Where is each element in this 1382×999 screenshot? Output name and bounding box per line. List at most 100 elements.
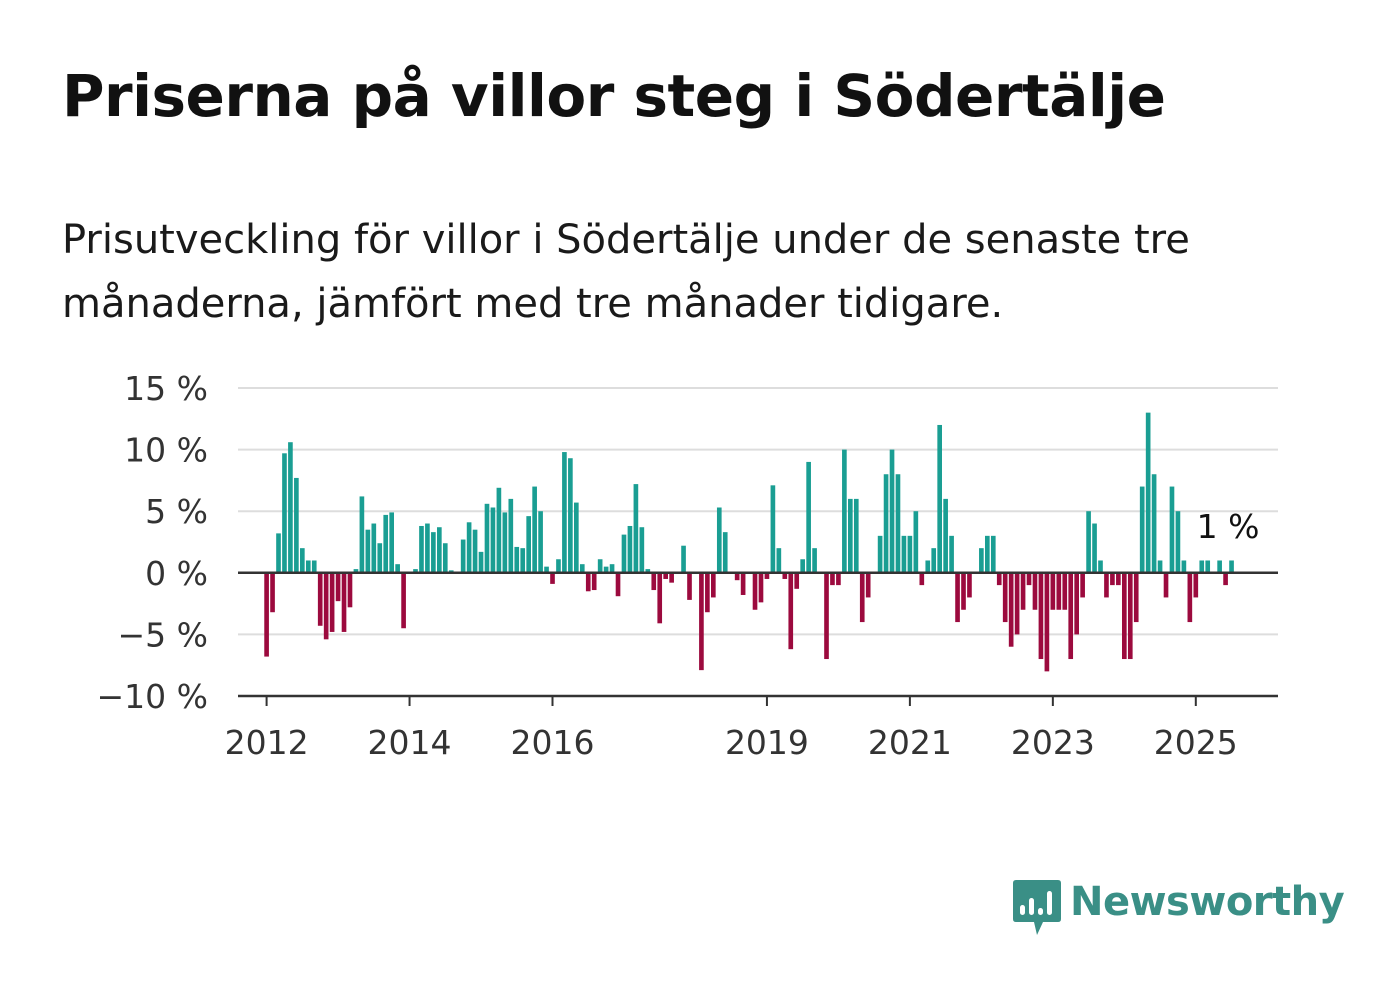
bar [1163, 572, 1169, 598]
y-tick-label: −10 % [97, 677, 209, 716]
bar [1193, 572, 1199, 598]
bar [1104, 572, 1109, 598]
bar [317, 572, 323, 626]
bar [538, 511, 543, 573]
bar [442, 543, 448, 573]
bar [437, 527, 442, 573]
y-tick-label: 10 % [124, 431, 208, 470]
bar [800, 559, 805, 573]
bar [335, 572, 341, 602]
bar [949, 535, 954, 573]
bar [323, 572, 329, 640]
bar [1122, 572, 1127, 660]
bar [1151, 474, 1157, 573]
bar [1086, 511, 1091, 573]
bar [1169, 486, 1175, 573]
bar [585, 572, 591, 592]
bar [294, 477, 299, 573]
bar [985, 535, 990, 573]
bar [788, 572, 794, 650]
y-tick-labels: 15 % 10 % 5 % 0 % −5 % −10 % [97, 369, 209, 716]
x-tick-label: 2023 [1011, 723, 1095, 762]
bar [961, 572, 966, 610]
bar [1187, 572, 1193, 623]
bar [1038, 572, 1044, 660]
bar [1044, 572, 1050, 672]
bar [496, 487, 502, 573]
chart-subtitle: Prisutveckling för villor i Södertälje u… [62, 217, 1190, 327]
bar [300, 548, 305, 573]
bar [711, 572, 716, 598]
bar [836, 572, 841, 586]
bar [1032, 572, 1038, 610]
bar [1068, 572, 1074, 660]
bar [716, 507, 722, 573]
bar [508, 498, 514, 573]
bar [651, 572, 657, 591]
bar [413, 569, 418, 573]
bar [734, 572, 740, 581]
bar [764, 572, 770, 579]
bar [722, 532, 728, 573]
y-tick-label: 15 % [124, 369, 208, 408]
bar [389, 512, 394, 573]
bar [574, 502, 579, 573]
bar [1199, 560, 1205, 573]
bar [1110, 572, 1115, 586]
newsworthy-logo-icon [1013, 880, 1061, 935]
chart-title: Priserna på villor steg i Södertälje [62, 62, 1166, 130]
grid-lines [238, 387, 1278, 636]
bar [699, 572, 704, 671]
bar [1050, 572, 1056, 610]
latest-value-label: 1 % [1197, 507, 1260, 546]
bar [1127, 572, 1133, 660]
bar [472, 529, 478, 573]
bar [1014, 572, 1020, 635]
bar [687, 572, 692, 600]
y-tick-label: −5 % [118, 615, 209, 654]
bar [990, 535, 996, 573]
bar [1145, 412, 1151, 573]
bar [264, 572, 269, 657]
bar [901, 535, 907, 573]
bar [996, 572, 1002, 586]
bar [1223, 572, 1228, 586]
brand-name: Newsworthy [1070, 879, 1345, 925]
bar [842, 449, 847, 573]
bar [579, 564, 585, 573]
bars [264, 412, 1234, 672]
bar [853, 498, 859, 573]
bar [770, 485, 776, 573]
bar [490, 507, 496, 573]
bar [1229, 560, 1234, 573]
bar [931, 548, 937, 573]
bar [883, 474, 889, 573]
bar [1008, 572, 1014, 647]
bar [758, 572, 764, 603]
bar [478, 551, 484, 573]
bar [925, 560, 931, 573]
bar [460, 539, 466, 573]
bar [466, 522, 472, 573]
bar [1205, 560, 1211, 573]
bar [1157, 560, 1163, 573]
bar [913, 511, 919, 573]
bar [347, 572, 353, 608]
bar [484, 503, 490, 573]
bar [1074, 572, 1079, 635]
bar [1181, 560, 1187, 573]
bar [848, 498, 853, 573]
bar [425, 523, 430, 573]
bar [621, 534, 627, 573]
bar [1217, 560, 1222, 573]
bar [937, 424, 942, 573]
bar [979, 548, 984, 573]
bar [859, 572, 865, 623]
bar [627, 525, 633, 573]
bar [919, 572, 925, 586]
bar [431, 532, 436, 573]
bar [305, 560, 311, 573]
bar [1056, 572, 1062, 610]
bar [514, 546, 520, 573]
bar [341, 572, 347, 632]
